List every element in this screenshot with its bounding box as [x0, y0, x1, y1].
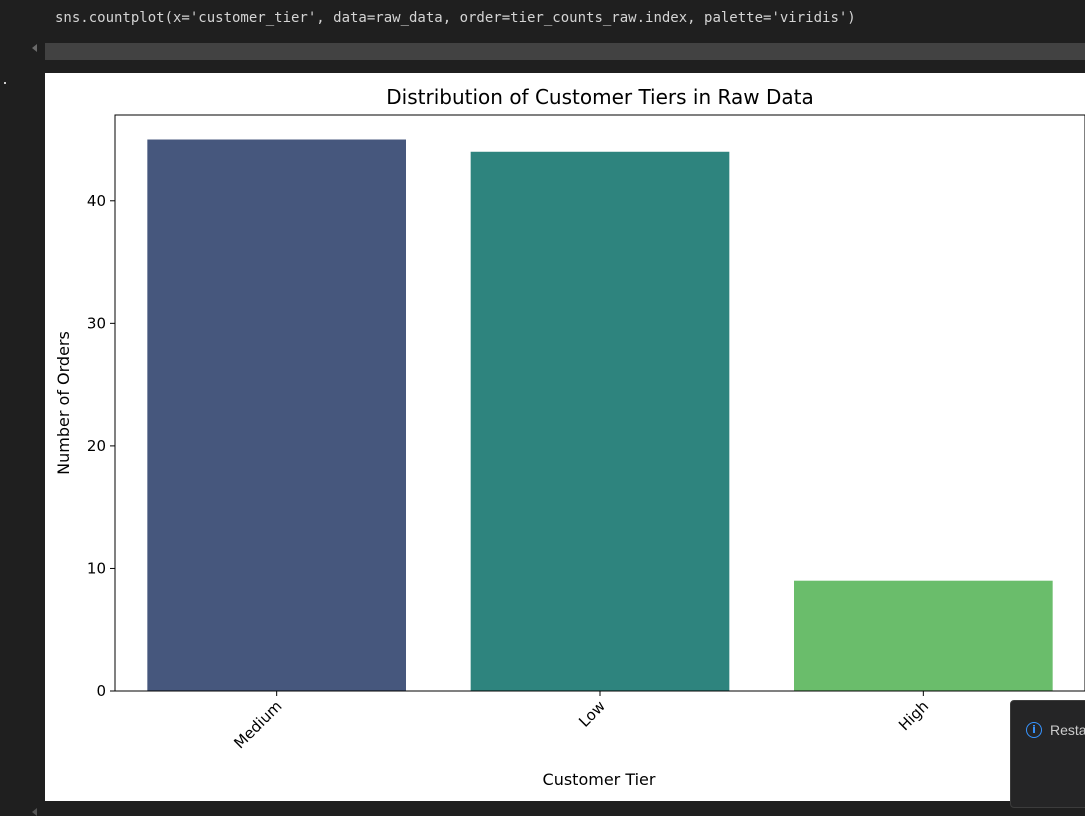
y-tick-label: 10 — [87, 559, 106, 577]
x-axis: Medium Low High — [230, 691, 932, 752]
bar-high — [794, 580, 1053, 691]
x-tick-label: Low — [575, 697, 609, 731]
code-cell-line[interactable]: sns.countplot(x='customer_tier', data=ra… — [55, 10, 856, 26]
bars-layer — [147, 139, 1053, 692]
chart-title: Distribution of Customer Tiers in Raw Da… — [386, 85, 813, 109]
y-axis: 0 10 20 30 40 — [87, 192, 115, 700]
notification-text: Resta — [1050, 722, 1085, 738]
y-tick-label: 30 — [87, 314, 106, 332]
cell-output: Distribution of Customer Tiers in Raw Da… — [45, 73, 1085, 801]
bar-low — [470, 151, 730, 691]
scroll-corner-icon — [32, 808, 37, 816]
bar-chart: Distribution of Customer Tiers in Raw Da… — [54, 85, 1085, 789]
bar-medium — [147, 139, 406, 692]
horizontal-scrollbar[interactable] — [45, 43, 1085, 60]
info-icon: i — [1026, 722, 1042, 738]
scroll-left-arrow-icon[interactable] — [32, 44, 37, 52]
y-tick-label: 0 — [96, 682, 106, 700]
x-tick-label: Medium — [230, 697, 285, 752]
x-axis-label: Customer Tier — [543, 770, 656, 789]
cell-gutter-marker — [4, 82, 6, 84]
y-tick-label: 20 — [87, 437, 106, 455]
x-tick-label: High — [895, 697, 932, 734]
notification-toast[interactable]: i Resta — [1010, 700, 1085, 808]
y-tick-label: 40 — [87, 192, 106, 210]
y-axis-label: Number of Orders — [54, 331, 73, 475]
